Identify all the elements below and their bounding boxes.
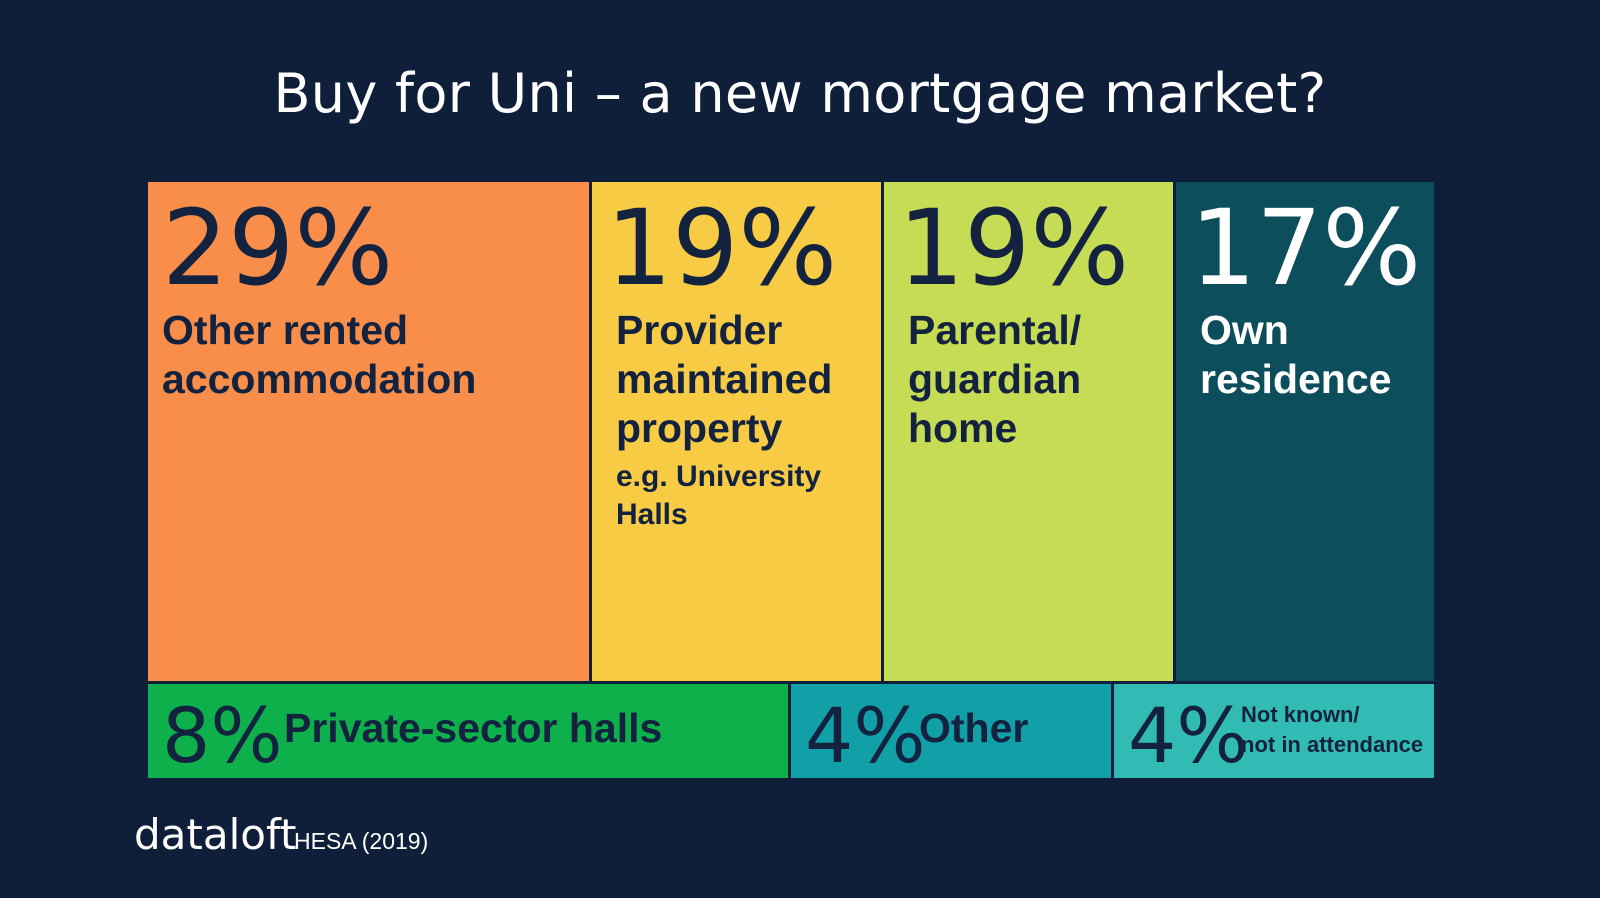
tile-label: Own residence [1200,307,1392,403]
treemap: 29% Other rented accommodation 19% Provider m… [148,182,1434,778]
tile-label: Parental/guardian home [908,307,1082,452]
tile-value: 4% [1128,691,1249,778]
tile-label: Provider maintained property [616,307,833,452]
brand-logo: dataloft [134,810,297,859]
tile-own-residence: 17% Own residence [1176,182,1434,681]
tile-value: 19% [898,187,1130,309]
tile-provider-maintained-property: 19% Provider maintained property e.g. Univer… [592,182,881,681]
tile-value: 29% [162,187,394,309]
tile-label: Other rented accommodation [162,307,477,403]
tile-sublabel: e.g. University Halls [616,460,822,531]
tile-private-sector-halls: 8% Private-sector halls [148,684,788,778]
tile-label: Private-sector halls [284,705,663,751]
source-note: HESA (2019) [294,828,429,854]
tile-value: 19% [606,187,838,309]
tile-label: Other [919,705,1029,751]
tile-value: 17% [1190,187,1422,309]
chart-title: Buy for Uni – a new mortgage market? [273,62,1327,125]
tile-value: 4% [805,691,926,778]
tile-other: 4% Other [791,684,1111,778]
tile-value: 8% [162,691,283,778]
tile-label: Not known/not in attendance [1241,702,1424,757]
tile-other-rented-accommodation: 29% Other rented accommodation [148,182,589,681]
tile-not-known-not-in-attendance: 4% Not known/not in attendance [1114,684,1434,778]
tile-parental-guardian-home: 19% Parental/guardian home [884,182,1173,681]
